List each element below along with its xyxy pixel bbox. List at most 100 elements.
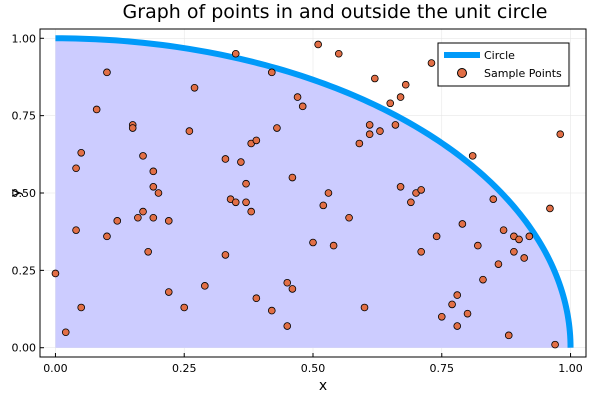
chart-title: Graph of points in and outside the unit … — [123, 1, 548, 23]
sample-point — [103, 232, 111, 241]
sample-point — [463, 309, 472, 318]
sample-point — [365, 121, 374, 129]
sample-point — [479, 275, 487, 284]
sample-point — [231, 198, 240, 207]
sample-point — [525, 232, 534, 241]
sample-point — [309, 238, 317, 247]
sample-point — [237, 158, 245, 166]
x-tick-label: 0.25 — [172, 362, 197, 375]
y-tick-label: 1.00 — [12, 32, 37, 45]
sample-point — [510, 247, 518, 256]
sample-point — [504, 331, 513, 340]
sample-point — [201, 282, 209, 290]
sample-point — [365, 130, 374, 139]
sample-point — [252, 136, 261, 145]
sample-point — [134, 213, 142, 222]
circle-area — [55, 38, 571, 348]
sample-point — [267, 68, 276, 77]
sample-point — [396, 183, 405, 191]
sample-point — [324, 189, 333, 197]
circle-line — [55, 35, 574, 348]
sample-point — [314, 40, 322, 49]
sample-point — [154, 189, 163, 197]
sample-point — [77, 303, 86, 312]
sample-point — [401, 80, 410, 89]
sample-point — [283, 278, 292, 287]
legend: Circle Sample Points — [437, 42, 570, 87]
sample-point — [283, 322, 292, 330]
sample-point — [489, 195, 498, 203]
sample-point — [515, 235, 523, 244]
sample-point — [103, 68, 111, 77]
sample-point — [77, 148, 86, 157]
sample-point — [247, 207, 255, 216]
x-tick-label: 1.00 — [558, 362, 583, 375]
sample-point — [51, 269, 60, 278]
sample-point — [474, 241, 482, 250]
sample-point — [72, 226, 80, 234]
sample-point — [334, 49, 343, 58]
sample-point — [494, 260, 503, 268]
sample-point — [221, 155, 230, 163]
sample-point — [149, 183, 158, 191]
y-ticks: 0.00 0.25 0.50 0.75 1.00 — [12, 32, 44, 355]
y-tick-label: 0.25 — [12, 264, 37, 277]
sample-point — [164, 288, 173, 296]
legend-circle-label: Circle — [484, 49, 515, 62]
y-tick-label: 0.75 — [12, 110, 37, 123]
sample-point — [144, 247, 152, 256]
sample-point — [180, 303, 189, 312]
x-tick-label: 0.00 — [43, 362, 68, 375]
sample-point — [273, 124, 281, 132]
sample-point — [499, 226, 508, 234]
y-tick-label: 0.00 — [12, 342, 37, 355]
sample-point — [453, 291, 462, 299]
sample-point — [453, 322, 462, 330]
sample-point — [221, 251, 230, 259]
sample-point — [92, 105, 101, 114]
sample-point — [556, 130, 565, 139]
x-ticks: 0.00 0.25 0.50 0.75 1.00 — [43, 353, 583, 375]
sample-point — [319, 201, 328, 210]
sample-point — [355, 139, 364, 148]
sample-point — [231, 49, 240, 58]
sample-point — [242, 198, 250, 207]
sample-point — [329, 241, 338, 250]
sample-point — [185, 127, 194, 135]
sample-point — [164, 217, 173, 225]
sample-point — [468, 152, 477, 160]
sample-point — [149, 213, 158, 222]
sample-point — [458, 220, 467, 228]
sample-point — [149, 167, 158, 176]
sample-point — [139, 152, 147, 160]
sample-point — [386, 99, 395, 108]
sample-point — [288, 285, 297, 293]
sample-point — [437, 312, 446, 321]
sample-point — [242, 179, 250, 188]
sample-point — [360, 303, 369, 312]
sample-point — [417, 186, 425, 194]
sample-point — [293, 93, 302, 101]
sample-point — [252, 294, 261, 303]
sample-point — [407, 198, 415, 207]
legend-points-swatch — [457, 68, 467, 78]
sample-point — [298, 102, 307, 111]
legend-points-label: Sample Points — [484, 67, 562, 80]
x-axis-label: x — [319, 378, 327, 394]
x-tick-label: 0.75 — [430, 362, 455, 375]
legend-box — [437, 42, 570, 87]
sample-point — [551, 340, 559, 349]
sample-point — [427, 59, 436, 67]
sample-point — [546, 204, 554, 213]
sample-point — [190, 83, 199, 92]
y-axis-label: y — [8, 189, 24, 197]
sample-point — [139, 207, 147, 216]
sample-point — [376, 127, 384, 135]
sample-point — [113, 217, 122, 225]
sample-point — [128, 124, 137, 132]
sample-point — [417, 247, 425, 256]
sample-point — [288, 173, 297, 182]
sample-point — [61, 328, 70, 337]
sample-point — [432, 232, 441, 241]
sample-points — [51, 40, 565, 349]
